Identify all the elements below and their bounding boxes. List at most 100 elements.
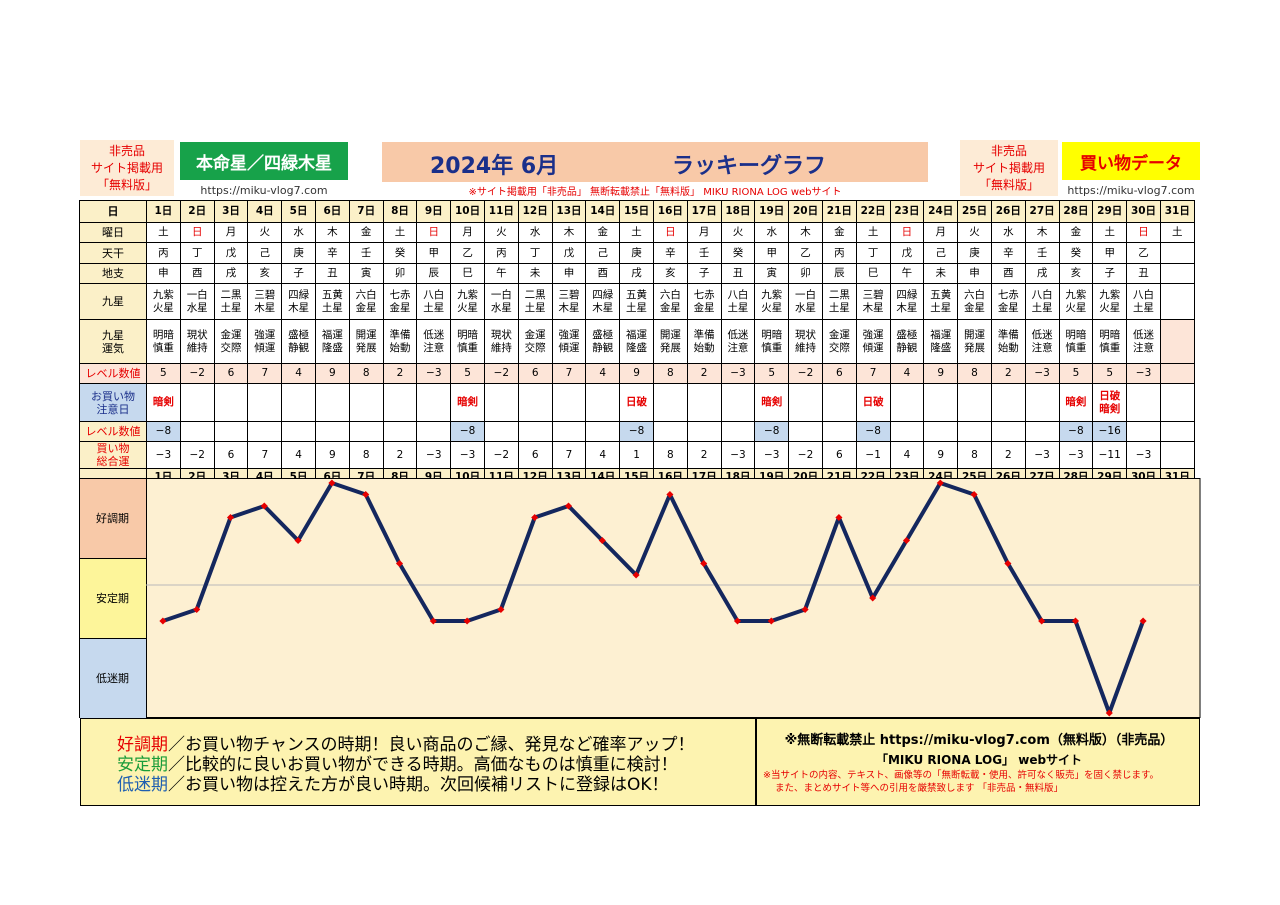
branch-cell-text: 午: [496, 267, 507, 279]
weekday-cell-text: 月: [225, 226, 237, 238]
stem-cell-text: 丙: [158, 246, 169, 259]
care-cell: [1126, 383, 1161, 422]
care-cell: [652, 383, 688, 422]
r-tot-row: 買い物 総合運 −3 −2 6 7 4 9 8 2 −3 −3 −2 6 7 4 1 8 2 −3 −3 −2 6 −1 4 9 8…: [79, 441, 1195, 469]
total-cell-text: 9: [937, 448, 945, 461]
day-cell: 11日: [483, 200, 519, 223]
weekday-cell-text: 火: [259, 226, 271, 238]
level-cell: 5: [1058, 363, 1094, 384]
total-cell-text: 1: [633, 448, 640, 461]
luck-cell-text: 準備: [997, 328, 1019, 341]
level2-cell-text: −8: [1068, 425, 1084, 437]
data-point: [463, 617, 471, 625]
weekday-cell: 金: [585, 222, 621, 243]
level2-label-text: レベル数値: [85, 425, 141, 438]
weekday-cell: 土: [1159, 222, 1195, 243]
star-cell-text: 土星: [321, 301, 343, 314]
luck-cell-text: 慎重: [1099, 341, 1121, 354]
site-url-right[interactable]: https://miku-vlog7.com: [1067, 183, 1195, 197]
weekday-cell: 土: [382, 222, 418, 243]
level-cell: 7: [247, 363, 283, 384]
data-point: [362, 490, 370, 499]
stem-label-text: 天干: [102, 246, 124, 260]
star-cell-text: 土星: [423, 301, 445, 314]
branch-cell-text: 亥: [665, 267, 676, 279]
level-cell-text: −2: [493, 367, 510, 379]
site-name: 「MIKU RIONA LOG」 webサイト: [875, 753, 1083, 767]
star-cell-text: 八白: [1031, 288, 1053, 301]
total-cell: −3: [146, 441, 181, 469]
luck-cell-text: 慎重: [761, 341, 783, 354]
luck-cell: 現状 維持: [483, 319, 519, 364]
weekday-cell: 土: [619, 222, 654, 243]
weekday-cell: 木: [1024, 222, 1060, 243]
care-cell: [957, 383, 992, 422]
level-cell: 5: [450, 363, 485, 384]
star-cell-text: 一白: [490, 288, 512, 301]
weekday-cell: 月: [686, 222, 722, 243]
stem-cell-text: 甲: [428, 246, 440, 259]
stem-cell: 乙: [788, 242, 823, 264]
branch-cell: 辰: [416, 263, 452, 284]
branch-cell: 申: [146, 263, 181, 284]
weekday-cell: 日: [652, 222, 688, 243]
data-point: [531, 513, 539, 522]
total-cell-text: 8: [362, 448, 370, 461]
low-term: 低迷期: [117, 775, 168, 795]
level-cell-text: −3: [1135, 367, 1152, 379]
day-cell-text: 15日: [623, 205, 650, 217]
level-cell-text: 5: [1106, 367, 1114, 379]
weekday-cell: 日: [416, 222, 452, 243]
star-cell: 三碧 木星: [551, 283, 587, 320]
stem-cell: 丁: [855, 242, 891, 264]
luck-cell: 現状 維持: [179, 319, 215, 364]
data-point: [733, 617, 742, 625]
total-cell: 4: [281, 441, 316, 469]
site-url-left[interactable]: https://miku-vlog7.com: [200, 183, 328, 197]
data-point: [497, 605, 505, 614]
star-cell: 五黄 土星: [619, 283, 654, 320]
level2-cell: [1126, 421, 1161, 442]
luck-cell: 明暗 慎重: [1058, 319, 1094, 364]
star-label-text: 九星: [102, 295, 124, 308]
star-cell: 八白 土星: [416, 283, 452, 320]
level2-cell: −8: [146, 421, 181, 442]
star-cell-text: 九紫: [152, 288, 174, 301]
luck-cell: 準備 始動: [382, 319, 418, 364]
day-cell-text: 4日: [255, 205, 274, 217]
level-cell-text: 6: [835, 367, 843, 379]
star-cell-text: 八白: [1133, 288, 1154, 301]
branch-cell-text: 戌: [225, 267, 237, 279]
weekday-cell-text: 土: [631, 226, 642, 238]
stem-cell: [1159, 242, 1195, 264]
star-cell: 二黒 土星: [213, 283, 249, 320]
star-cell: 九紫 火星: [450, 283, 485, 320]
stem-cell: 壬: [1024, 242, 1060, 264]
band-label: 低迷期: [96, 672, 129, 685]
luck-cell-text: 盛極: [288, 328, 310, 341]
level2-cell: −16: [1092, 421, 1128, 442]
day-cell: 15日: [619, 200, 654, 223]
branch-cell: 巳: [855, 263, 891, 284]
total-cell-text: 4: [599, 448, 607, 461]
total-cell: −3: [1024, 441, 1060, 469]
branch-cell-text: 丑: [327, 267, 338, 279]
total-cell: 8: [652, 441, 688, 469]
luck-cell-text: 慎重: [457, 341, 479, 354]
weekday-cell: 火: [720, 222, 756, 243]
r-lv2-row: レベル数値 −8 −8 −8 −8 −8 −8 −16: [79, 421, 1195, 442]
weekday-cell: 金: [1058, 222, 1094, 243]
level2-cell: [483, 421, 519, 442]
weekday-cell-text: 日: [665, 226, 676, 238]
luck-cell-text: 明暗: [152, 328, 174, 341]
branch-cell-text: 戌: [1036, 267, 1048, 279]
branch-cell: 子: [686, 263, 722, 284]
level-cell-text: 2: [396, 367, 404, 379]
honmei-star-title: 本命星／四緑木星: [180, 142, 348, 180]
weekday-cell-text: 日: [191, 226, 203, 238]
total-cell-text: 7: [565, 448, 573, 461]
luck-cell-text: 隆盛: [930, 341, 952, 354]
day-cell: 12日: [517, 200, 553, 223]
luck-cell-text: 維持: [795, 341, 817, 354]
total-label-text: 総合運: [96, 455, 130, 468]
